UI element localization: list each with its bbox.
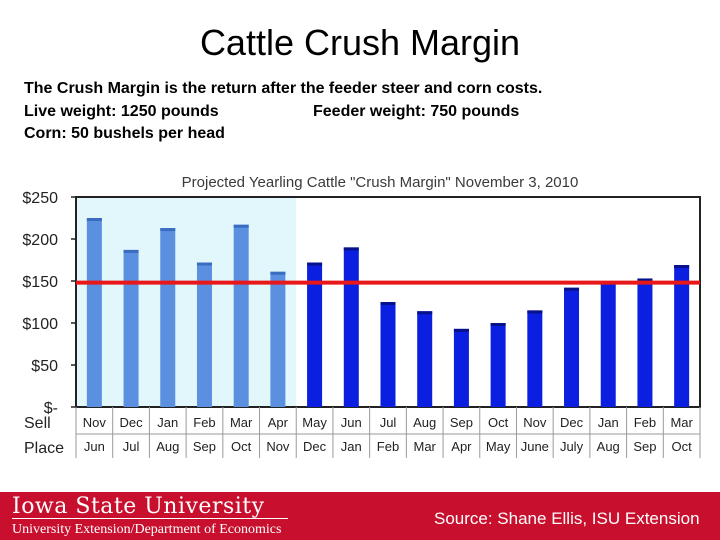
y-tick-label: $200 <box>22 232 58 249</box>
bar-cap <box>417 311 433 315</box>
place-month-label: July <box>560 439 584 454</box>
bar-cap <box>233 224 249 228</box>
bar <box>600 281 616 407</box>
feeder-weight-text: Feeder weight: 750 pounds <box>313 103 520 120</box>
footer-bar <box>0 492 720 540</box>
bar-cap <box>637 278 653 282</box>
bar <box>674 265 690 407</box>
place-month-label: Jul <box>123 439 140 454</box>
bar <box>490 323 506 407</box>
bar-cap <box>380 302 396 305</box>
y-tick-label: $150 <box>22 274 58 291</box>
sell-month-label: Nov <box>83 415 107 430</box>
y-tick-label: $50 <box>31 358 58 375</box>
bar <box>564 287 580 407</box>
sell-month-label: Jun <box>341 415 362 430</box>
bar-cap <box>490 323 506 326</box>
bar <box>307 262 323 407</box>
bar <box>160 228 176 407</box>
place-month-label: Sep <box>193 439 216 454</box>
bar <box>233 224 249 407</box>
sell-month-label: Feb <box>193 415 215 430</box>
chart-title: Projected Yearling Cattle "Crush Margin"… <box>182 174 579 191</box>
bar-cap <box>343 247 359 251</box>
sell-month-label: Jan <box>598 415 619 430</box>
sell-month-label: Jul <box>380 415 397 430</box>
live-weight-text: Live weight: 1250 pounds <box>24 103 219 120</box>
bar-cap <box>307 262 323 266</box>
bar-cap <box>270 271 286 275</box>
bar <box>417 311 433 407</box>
place-month-label: Sep <box>633 439 656 454</box>
sell-month-label: May <box>302 415 327 430</box>
bar-cap <box>160 228 176 232</box>
description-line-1: The Crush Margin is the return after the… <box>24 80 543 97</box>
x-axis: Sell Place Nov Jun Dec Jul Jan Aug Feb Sep Mar Oct A… <box>24 407 701 458</box>
place-month-label: Jun <box>84 439 105 454</box>
bar-cap <box>527 310 543 314</box>
source-credit: Source: Shane Ellis, ISU Extension <box>434 509 700 528</box>
bar <box>86 218 102 407</box>
bar <box>196 262 212 407</box>
bar-cap <box>196 262 212 266</box>
slide-title: Cattle Crush Margin <box>199 22 521 63</box>
place-month-label: Mar <box>414 439 437 454</box>
place-month-label: Dec <box>303 439 327 454</box>
sell-month-label: Jan <box>157 415 178 430</box>
place-month-label: Aug <box>156 439 179 454</box>
plot-area <box>75 196 701 408</box>
crush-margin-chart: Projected Yearling Cattle "Crush Margin"… <box>0 160 720 460</box>
bar-cap <box>674 265 690 269</box>
bar-cap <box>123 249 139 253</box>
bar <box>453 328 469 407</box>
bar <box>527 310 543 407</box>
sell-month-label: Mar <box>670 415 693 430</box>
department-text: University Extension/Department of Econo… <box>12 522 282 537</box>
sell-month-label: Apr <box>268 415 289 430</box>
university-logo: Iowa State University <box>12 494 265 519</box>
place-month-label: Oct <box>231 439 252 454</box>
bar <box>123 249 139 407</box>
bar <box>380 302 396 407</box>
sell-month-label: Mar <box>230 415 253 430</box>
sell-month-label: Oct <box>488 415 509 430</box>
bar <box>343 247 359 407</box>
historical-shading <box>76 197 297 407</box>
place-month-label: May <box>486 439 511 454</box>
bar-cap <box>86 218 102 221</box>
place-month-label: Feb <box>377 439 399 454</box>
y-tick-label: $100 <box>22 316 58 333</box>
sell-month-label: Dec <box>560 415 584 430</box>
bar <box>637 278 653 407</box>
bar-cap <box>564 287 580 291</box>
sell-month-label: Dec <box>119 415 143 430</box>
place-month-label: Jan <box>341 439 362 454</box>
y-tick-label: $250 <box>22 190 58 207</box>
place-row-label: Place <box>24 440 64 457</box>
place-month-label: Aug <box>597 439 620 454</box>
bar <box>270 271 286 407</box>
sell-month-label: Nov <box>523 415 547 430</box>
y-tick-label: $- <box>44 400 58 417</box>
place-month-label: Apr <box>451 439 472 454</box>
sell-month-label: Sep <box>450 415 473 430</box>
place-month-label: Oct <box>672 439 693 454</box>
y-axis: $250 $200 $150 $100 $50 $- <box>22 190 76 417</box>
corn-text: Corn: 50 bushels per head <box>24 125 225 142</box>
logo-rule <box>12 518 288 519</box>
sell-month-label: Aug <box>413 415 436 430</box>
bar-cap <box>453 328 469 332</box>
place-month-label: Nov <box>266 439 290 454</box>
sell-row-label: Sell <box>24 415 51 432</box>
place-month-label: June <box>521 439 549 454</box>
sell-month-label: Feb <box>634 415 656 430</box>
